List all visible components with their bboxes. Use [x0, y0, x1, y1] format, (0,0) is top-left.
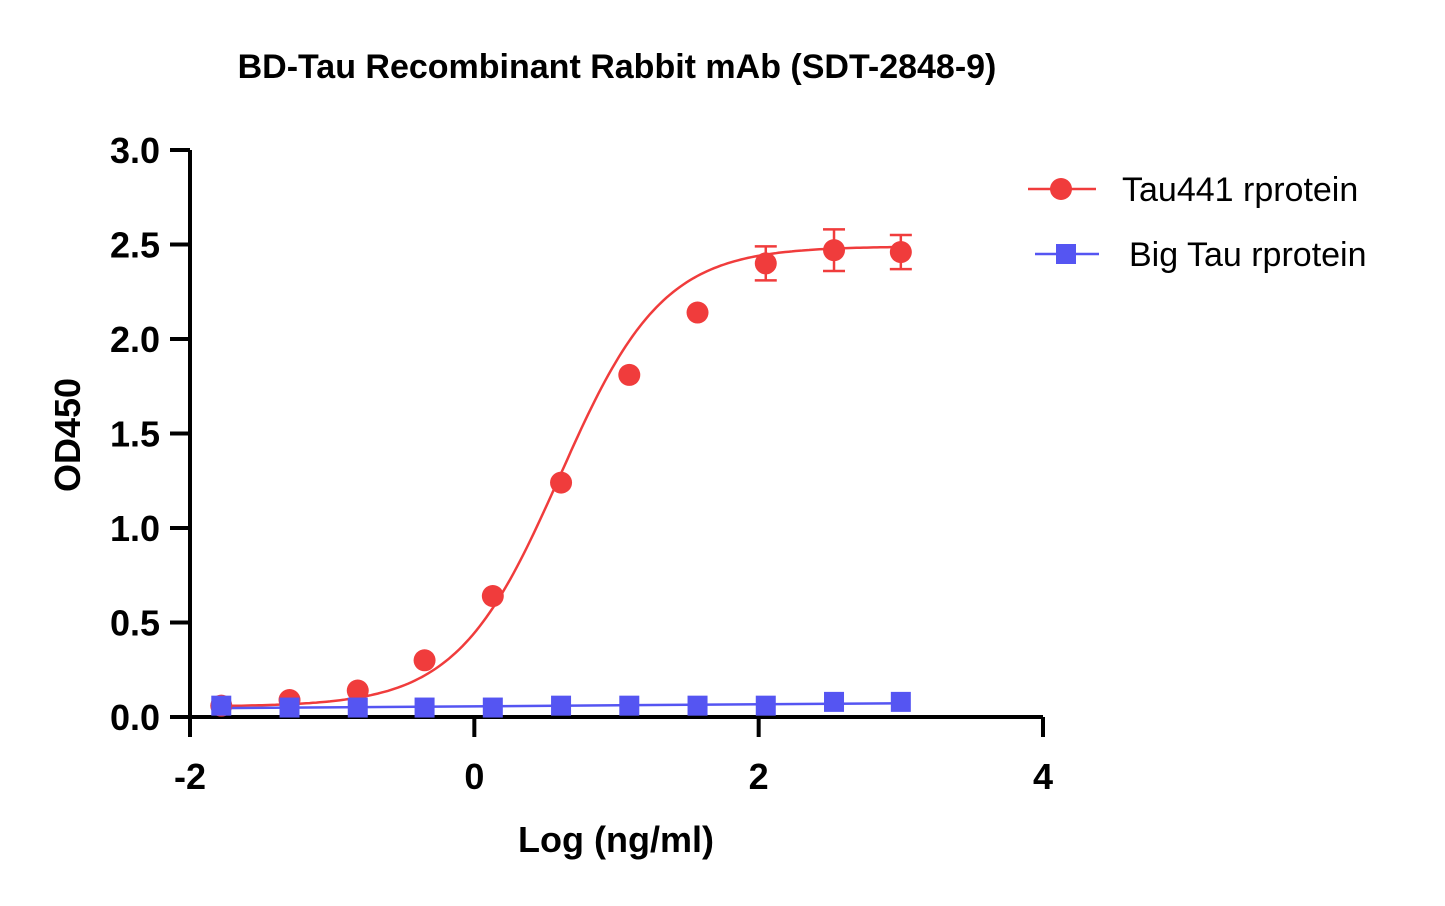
- legend-item-tau441: Tau441 rprotein: [1028, 171, 1358, 209]
- y-ticks: 0.0 0.5 1.0 1.5 2.0 2.5 3.0: [110, 130, 190, 738]
- y-tick-label: 1.0: [110, 508, 160, 549]
- data-point-series-1: [482, 697, 503, 718]
- legend: Tau441 rprotein Big Tau rprotein: [1028, 171, 1367, 274]
- y-tick-label: 0.0: [110, 697, 160, 738]
- y-tick-label: 0.5: [110, 603, 160, 644]
- data-point-series-1: [755, 695, 776, 716]
- y-tick-label: 2.5: [110, 225, 160, 266]
- x-tick-label: 2: [749, 756, 769, 797]
- legend-label-tau441: Tau441 rprotein: [1122, 171, 1358, 209]
- data-point-series-0: [686, 301, 709, 324]
- x-axis-label: Log (ng/ml): [518, 819, 714, 860]
- x-tick-label: 0: [464, 756, 484, 797]
- data-point-series-0: [823, 239, 846, 262]
- legend-label-big-tau: Big Tau rprotein: [1129, 236, 1367, 274]
- data-point-series-0: [618, 363, 641, 386]
- chart-title: BD-Tau Recombinant Rabbit mAb (SDT-2848-…: [238, 48, 997, 86]
- data-point-series-0: [754, 252, 777, 275]
- data-point-series-1: [687, 695, 708, 716]
- data-point-series-1: [347, 697, 368, 718]
- data-point-series-1: [211, 695, 232, 716]
- x-tick-label: -2: [174, 756, 206, 797]
- data-point-series-0: [346, 679, 369, 702]
- legend-marker-tau441: [1050, 178, 1072, 200]
- data-point-series-0: [413, 649, 436, 672]
- x-tick-label: 4: [1033, 756, 1053, 797]
- data-point-series-1: [619, 695, 640, 716]
- data-point-series-1: [824, 691, 845, 712]
- legend-item-big-tau: Big Tau rprotein: [1035, 236, 1367, 274]
- data-point-series-0: [550, 471, 573, 494]
- axes: [188, 150, 1043, 719]
- data-point-series-1: [890, 691, 911, 712]
- data-point-series-1: [414, 697, 435, 718]
- plot-area: [210, 228, 912, 718]
- y-axis-label: OD450: [47, 378, 88, 492]
- data-point-series-1: [551, 695, 572, 716]
- y-tick-label: 3.0: [110, 130, 160, 171]
- data-point-series-0: [889, 241, 912, 264]
- y-tick-label: 1.5: [110, 414, 160, 455]
- y-tick-label: 2.0: [110, 319, 160, 360]
- data-point-series-0: [481, 585, 504, 608]
- data-point-series-1: [279, 697, 300, 718]
- legend-marker-big-tau: [1056, 244, 1076, 264]
- x-ticks: -2 0 2 4: [174, 717, 1053, 797]
